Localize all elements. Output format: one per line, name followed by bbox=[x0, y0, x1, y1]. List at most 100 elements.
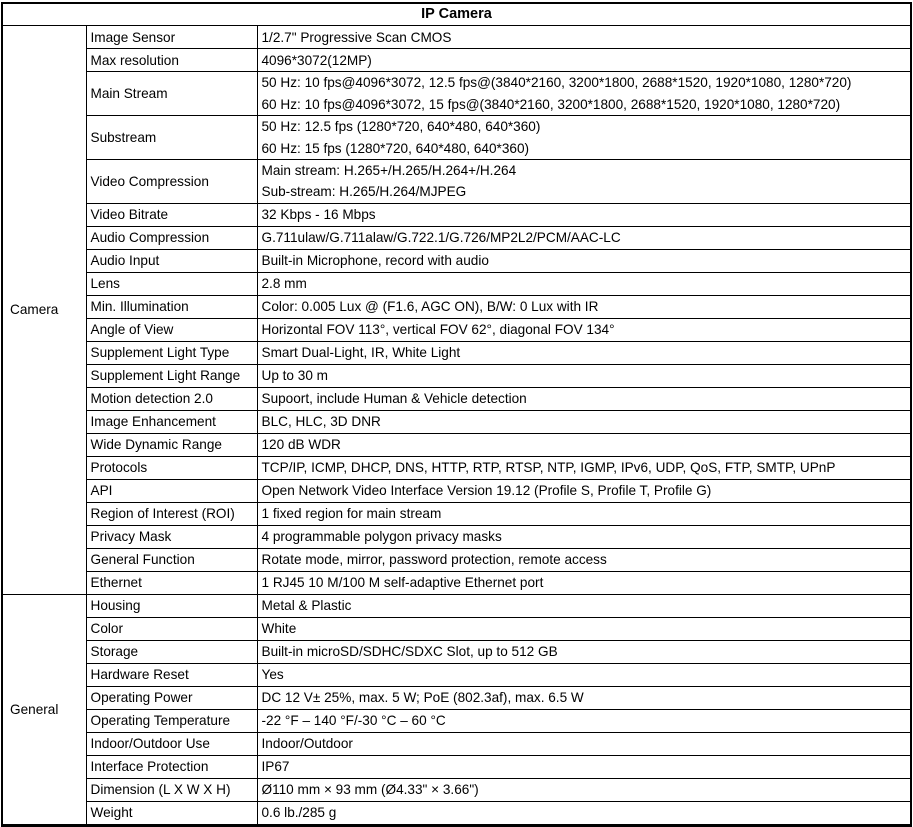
spec-value: Smart Dual-Light, IR, White Light bbox=[256, 340, 912, 365]
spec-name: Interface Protection bbox=[85, 754, 258, 779]
spec-value: White bbox=[256, 616, 912, 641]
spec-value: Color: 0.005 Lux @ (F1.6, AGC ON), B/W: … bbox=[256, 294, 912, 319]
spec-row: Dimension (L X W X H) Ø110 mm × 93 mm (Ø4… bbox=[2, 777, 912, 802]
spec-row: Protocols TCP/IP, ICMP, DHCP, DNS, HTTP, … bbox=[2, 455, 912, 480]
spec-name: Dimension (L X W X H) bbox=[85, 777, 258, 802]
page-title: IP Camera bbox=[1, 2, 912, 27]
spec-row: Motion detection 2.0 Supoort, include Hum… bbox=[2, 386, 912, 411]
spec-value: BLC, HLC, 3D DNR bbox=[256, 409, 912, 434]
spec-name: Motion detection 2.0 bbox=[85, 386, 258, 411]
spec-name: Color bbox=[85, 616, 258, 641]
spec-row: General Housing Metal & Plastic bbox=[1, 593, 912, 826]
spec-name: Ethernet bbox=[85, 570, 258, 595]
spec-name: Privacy Mask bbox=[85, 524, 258, 549]
spec-row: Video Bitrate 32 Kbps - 16 Mbps bbox=[2, 202, 912, 227]
spec-row: Color White bbox=[2, 616, 912, 641]
spec-value: 4096*3072(12MP) bbox=[256, 48, 912, 73]
spec-name: Substream bbox=[85, 115, 258, 161]
spec-row: Interface Protection IP67 bbox=[2, 754, 912, 779]
spec-name: Weight bbox=[85, 800, 258, 826]
group-cell-camera: Camera bbox=[1, 25, 87, 595]
spec-row: Wide Dynamic Range 120 dB WDR bbox=[2, 432, 912, 457]
spec-name: Storage bbox=[85, 639, 258, 664]
spec-name: Wide Dynamic Range bbox=[85, 432, 258, 457]
spec-name: Min. Illumination bbox=[85, 294, 258, 319]
spec-row: Angle of View Horizontal FOV 113°, vertic… bbox=[2, 317, 912, 342]
spec-name: Image Enhancement bbox=[85, 409, 258, 434]
spec-value: 120 dB WDR bbox=[256, 432, 912, 457]
spec-value: G.711ulaw/G.711alaw/G.722.1/G.726/MP2L2/… bbox=[256, 225, 912, 250]
spec-row: Storage Built-in microSD/SDHC/SDXC Slot, … bbox=[2, 639, 912, 664]
spec-value: Main stream: H.265+/H.265/H.264+/H.264 S… bbox=[256, 159, 912, 204]
spec-value: Built-in Microphone, record with audio bbox=[256, 248, 912, 273]
spec-value: 1/2.7" Progressive Scan CMOS bbox=[256, 25, 912, 50]
spec-name: Region of Interest (ROI) bbox=[85, 501, 258, 526]
spec-value: Built-in microSD/SDHC/SDXC Slot, up to 5… bbox=[256, 639, 912, 664]
spec-value: 1 RJ45 10 M/100 M self-adaptive Ethernet… bbox=[256, 570, 912, 595]
spec-value: Horizontal FOV 113°, vertical FOV 62°, d… bbox=[256, 317, 912, 342]
spec-value: IP67 bbox=[256, 754, 912, 779]
spec-name: API bbox=[85, 478, 258, 503]
spec-row: Supplement Light Type Smart Dual-Light, I… bbox=[2, 340, 912, 365]
spec-name: Operating Temperature bbox=[85, 708, 258, 733]
spec-value: 4 programmable polygon privacy masks bbox=[256, 524, 912, 549]
spec-row: Ethernet 1 RJ45 10 M/100 M self-adaptive … bbox=[2, 570, 912, 595]
spec-row: Supplement Light Range Up to 30 m bbox=[2, 363, 912, 388]
spec-value: DC 12 V± 25%, max. 5 W; PoE (802.3af), m… bbox=[256, 685, 912, 710]
spec-name: Lens bbox=[85, 271, 258, 296]
spec-value: Yes bbox=[256, 662, 912, 687]
spec-row: Max resolution 4096*3072(12MP) bbox=[2, 48, 912, 73]
spec-name: Angle of View bbox=[85, 317, 258, 342]
spec-row: Operating Power DC 12 V± 25%, max. 5 W; P… bbox=[2, 685, 912, 710]
spec-row: Region of Interest (ROI) 1 fixed region f… bbox=[2, 501, 912, 526]
spec-row: Indoor/Outdoor Use Indoor/Outdoor bbox=[2, 731, 912, 756]
spec-name: Protocols bbox=[85, 455, 258, 480]
spec-value: Ø110 mm × 93 mm (Ø4.33" × 3.66") bbox=[256, 777, 912, 802]
spec-name: Max resolution bbox=[85, 48, 258, 73]
spec-value: 32 Kbps - 16 Mbps bbox=[256, 202, 912, 227]
spec-name: Audio Compression bbox=[85, 225, 258, 250]
spec-value: 50 Hz: 12.5 fps (1280*720, 640*480, 640*… bbox=[256, 115, 912, 161]
spec-name: Supplement Light Type bbox=[85, 340, 258, 365]
spec-value: 2.8 mm bbox=[256, 271, 912, 296]
spec-value: -22 °F – 140 °F/-30 °C – 60 °C bbox=[256, 708, 912, 733]
spec-row: API Open Network Video Interface Version … bbox=[2, 478, 912, 503]
spec-row: Operating Temperature -22 °F – 140 °F/-30… bbox=[2, 708, 912, 733]
spec-value: TCP/IP, ICMP, DHCP, DNS, HTTP, RTP, RTSP… bbox=[256, 455, 912, 480]
spec-row: Camera Image Sensor 1/2.7" Progressive S… bbox=[1, 25, 912, 595]
spec-value: Indoor/Outdoor bbox=[256, 731, 912, 756]
spec-row: Min. Illumination Color: 0.005 Lux @ (F1.… bbox=[2, 294, 912, 319]
spec-name: General Function bbox=[85, 547, 258, 572]
spec-name: Hardware Reset bbox=[85, 662, 258, 687]
spec-name: Indoor/Outdoor Use bbox=[85, 731, 258, 756]
spec-name: Operating Power bbox=[85, 685, 258, 710]
spec-value: 50 Hz: 10 fps@4096*3072, 12.5 fps@(3840*… bbox=[256, 71, 912, 117]
spec-name: Supplement Light Range bbox=[85, 363, 258, 388]
spec-value: 1 fixed region for main stream bbox=[256, 501, 912, 526]
spec-row: Audio Input Built-in Microphone, record w… bbox=[2, 248, 912, 273]
spec-name: Audio Input bbox=[85, 248, 258, 273]
spec-row: Image Enhancement BLC, HLC, 3D DNR bbox=[2, 409, 912, 434]
spec-row: Audio Compression G.711ulaw/G.711alaw/G.7… bbox=[2, 225, 912, 250]
spec-row: Privacy Mask 4 programmable polygon priva… bbox=[2, 524, 912, 549]
spec-row: Hardware Reset Yes bbox=[2, 662, 912, 687]
spec-value: Open Network Video Interface Version 19.… bbox=[256, 478, 912, 503]
spec-name: Housing bbox=[85, 593, 258, 618]
spec-name: Image Sensor bbox=[85, 25, 258, 50]
spec-row: Substream 50 Hz: 12.5 fps (1280*720, 640*… bbox=[2, 115, 912, 161]
table-header-row: IP Camera bbox=[1, 2, 912, 27]
spec-row: Main Stream 50 Hz: 10 fps@4096*3072, 12.5… bbox=[2, 71, 912, 117]
spec-value: Metal & Plastic bbox=[256, 593, 912, 618]
spec-name: Video Compression bbox=[85, 159, 258, 204]
spec-row: Weight 0.6 lb./285 g bbox=[2, 800, 912, 826]
spec-value: 0.6 lb./285 g bbox=[256, 800, 912, 826]
spec-row: Lens 2.8 mm bbox=[2, 271, 912, 296]
spec-row: General Function Rotate mode, mirror, pas… bbox=[2, 547, 912, 572]
spec-value: Supoort, include Human & Vehicle detecti… bbox=[256, 386, 912, 411]
spec-name: Main Stream bbox=[85, 71, 258, 117]
spec-name: Video Bitrate bbox=[85, 202, 258, 227]
spec-value: Up to 30 m bbox=[256, 363, 912, 388]
group-cell-general: General bbox=[1, 593, 87, 826]
